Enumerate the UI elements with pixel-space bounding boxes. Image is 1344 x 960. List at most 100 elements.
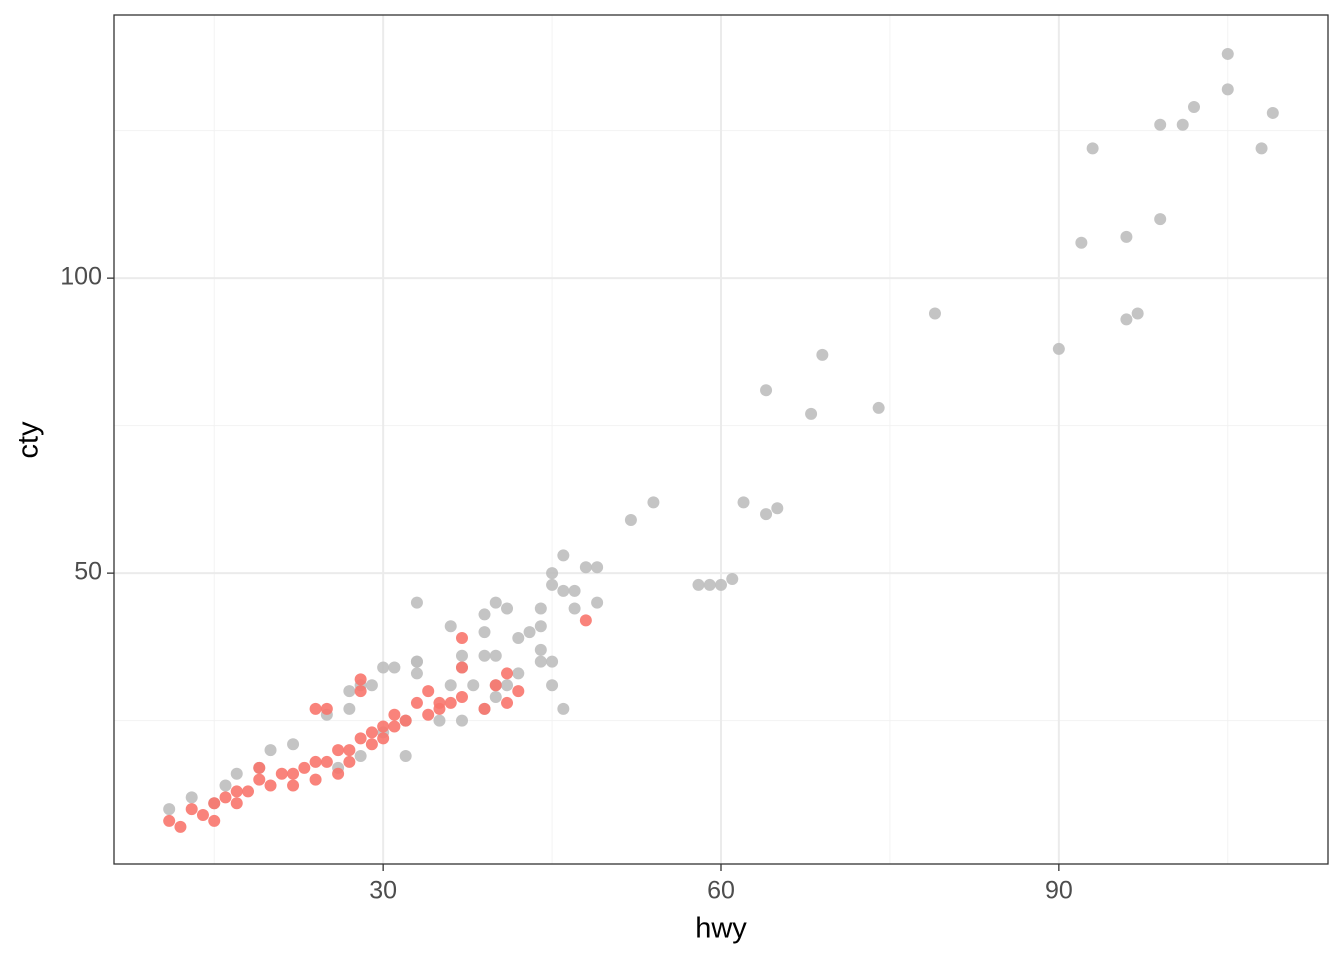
point xyxy=(478,608,491,621)
point xyxy=(805,407,818,420)
point xyxy=(365,679,378,692)
y-tick-label: 100 xyxy=(60,263,102,291)
point xyxy=(557,584,570,597)
point xyxy=(309,773,322,786)
point xyxy=(444,679,457,692)
point xyxy=(579,561,592,574)
grid xyxy=(114,15,1328,864)
point xyxy=(444,696,457,709)
point xyxy=(433,696,446,709)
point xyxy=(332,744,345,757)
point xyxy=(568,602,581,615)
point xyxy=(546,679,559,692)
point xyxy=(343,685,356,698)
point xyxy=(534,602,547,615)
point xyxy=(737,496,750,509)
point xyxy=(309,755,322,768)
x-axis-title: hwy xyxy=(695,913,747,945)
point xyxy=(320,702,333,715)
point xyxy=(534,620,547,633)
point xyxy=(343,755,356,768)
point xyxy=(219,779,232,792)
point xyxy=(275,767,288,780)
point xyxy=(287,738,300,751)
point xyxy=(455,649,468,662)
point xyxy=(1221,47,1234,60)
x-tick-label: 30 xyxy=(369,877,397,905)
point xyxy=(433,714,446,727)
axes: 30 60 90 50 100 xyxy=(60,263,1072,905)
point xyxy=(1075,236,1088,249)
point xyxy=(196,809,209,822)
point xyxy=(489,596,502,609)
point xyxy=(230,785,243,798)
point xyxy=(872,401,885,414)
point xyxy=(219,791,232,804)
point xyxy=(253,761,266,774)
point xyxy=(501,667,514,680)
point xyxy=(230,767,243,780)
point xyxy=(489,679,502,692)
point xyxy=(512,632,525,645)
point xyxy=(163,803,176,816)
x-tick-label: 60 xyxy=(707,877,735,905)
point xyxy=(557,702,570,715)
point xyxy=(208,797,221,810)
point xyxy=(185,791,198,804)
point xyxy=(410,596,423,609)
point xyxy=(1052,342,1065,355)
point xyxy=(208,814,221,827)
point xyxy=(568,584,581,597)
point xyxy=(422,685,435,698)
point xyxy=(455,691,468,704)
point xyxy=(546,567,559,580)
point xyxy=(591,561,604,574)
point xyxy=(771,502,784,515)
point xyxy=(557,549,570,562)
point xyxy=(1131,307,1144,320)
x-tick-label: 90 xyxy=(1045,877,1073,905)
point xyxy=(489,649,502,662)
point xyxy=(1221,83,1234,96)
point xyxy=(455,661,468,674)
point xyxy=(287,767,300,780)
point xyxy=(512,667,525,680)
point xyxy=(320,755,333,768)
point xyxy=(287,779,300,792)
point xyxy=(534,655,547,668)
point xyxy=(455,714,468,727)
point xyxy=(478,702,491,715)
point xyxy=(388,661,401,674)
point xyxy=(715,578,727,591)
point xyxy=(489,691,502,704)
point xyxy=(354,732,367,745)
point xyxy=(377,720,390,733)
point xyxy=(534,643,547,656)
point xyxy=(332,767,345,780)
point xyxy=(501,602,514,615)
point xyxy=(1120,230,1133,243)
point xyxy=(354,685,367,698)
point xyxy=(343,744,356,757)
point xyxy=(1187,101,1200,114)
point xyxy=(388,720,401,733)
point xyxy=(591,596,604,609)
point xyxy=(726,573,739,586)
point xyxy=(546,578,559,591)
point xyxy=(174,820,187,833)
point xyxy=(365,738,378,751)
point xyxy=(264,779,277,792)
point xyxy=(298,761,311,774)
point xyxy=(399,714,412,727)
point xyxy=(455,632,468,645)
point xyxy=(1120,313,1133,326)
points xyxy=(163,47,1279,833)
point xyxy=(163,814,176,827)
point xyxy=(309,702,322,715)
point xyxy=(760,508,773,521)
point xyxy=(703,578,716,591)
point xyxy=(444,620,457,633)
point xyxy=(928,307,941,320)
point xyxy=(410,667,423,680)
point xyxy=(343,702,356,715)
